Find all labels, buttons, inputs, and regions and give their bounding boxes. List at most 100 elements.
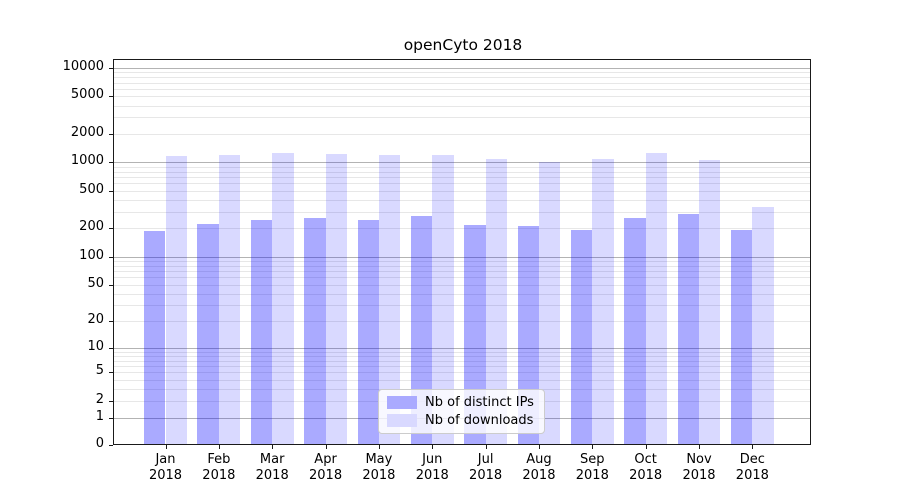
bar-distinct-ips [197,224,219,444]
x-axis-tick [432,445,434,449]
gridline-minor [113,284,811,286]
y-axis-label: 20 [87,312,104,328]
gridline-major [113,67,811,69]
y-axis-tick [109,256,113,258]
bar-downloads [272,152,294,444]
y-axis-label: 1000 [70,153,104,169]
gridline-major [113,162,811,164]
y-axis-tick [109,134,113,136]
bar-distinct-ips [624,217,646,444]
x-axis-tick [218,445,220,449]
bar-distinct-ips [144,231,166,444]
bar-downloads [165,156,187,444]
gridline-minor [113,351,811,353]
bar-distinct-ips [410,216,433,444]
gridline-minor [113,200,811,201]
y-axis-tick [109,228,113,230]
x-axis-tick [485,445,487,449]
bar-downloads [592,158,614,444]
y-axis-tick [109,400,113,402]
x-axis-label: Feb 2018 [202,452,236,483]
gridline-minor [113,293,811,295]
gridline-minor [113,277,811,279]
bar-downloads [752,206,774,444]
y-axis-label: 5000 [70,87,104,103]
gridline-minor [113,134,811,136]
x-axis-label: Apr 2018 [309,452,343,483]
gridline-minor [113,88,811,90]
gridline-minor [113,183,811,185]
x-axis-label: May 2018 [362,452,396,483]
bar-downloads [485,159,507,444]
x-axis-label: Jun 2018 [415,452,449,483]
gridline-minor [113,211,811,213]
x-axis-label: Jul 2018 [469,452,503,483]
y-axis-tick [109,417,113,419]
y-axis-label: 500 [79,181,104,197]
bar-downloads [218,155,241,444]
x-axis-tick [699,445,700,449]
gridline-minor [113,265,811,267]
bar-distinct-ips [730,229,753,444]
gridline-minor [113,105,811,107]
gridline-minor [113,177,811,179]
legend-label-distinct-ips: Nb of distinct IPs [425,395,534,410]
gridline-minor [113,72,811,74]
y-axis-tick [109,321,113,323]
x-axis-label: Mar 2018 [255,452,289,483]
bar-distinct-ips [570,229,593,444]
legend-swatch-distinct-ips [387,396,417,409]
x-axis-label: Oct 2018 [629,452,663,483]
x-axis-tick [272,445,274,449]
gridline-minor [113,190,811,192]
y-axis-tick [109,372,113,374]
gridline-minor [113,305,811,307]
x-axis-label: Dec 2018 [735,452,769,483]
gridline-minor [113,117,811,119]
x-axis-tick [645,445,647,449]
y-axis-tick [109,96,113,98]
gridline-minor [113,171,811,173]
x-axis-tick [325,445,327,449]
gridline-minor [113,82,811,84]
x-axis-label: Aug 2018 [522,452,556,483]
bar-distinct-ips [357,220,379,444]
bar-downloads [538,161,561,444]
bar-downloads [699,160,721,444]
y-axis-label: 1 [95,408,104,424]
x-axis-label: Nov 2018 [682,452,716,483]
y-axis-label: 2 [95,391,104,407]
gridline-minor [113,96,811,98]
bar-downloads [325,153,347,444]
y-axis-label: 50 [87,275,104,291]
y-axis-tick [109,445,113,446]
y-axis-label: 100 [79,247,104,263]
chart-title: openCyto 2018 [403,36,523,54]
bar-distinct-ips [250,220,273,444]
gridline-minor [113,366,811,368]
x-axis-label: Jan 2018 [148,452,183,483]
gridline-minor [113,260,811,262]
gridline-minor [113,271,811,273]
y-axis-tick [109,162,113,164]
x-axis-tick [538,445,540,449]
legend-item-distinct-ips: Nb of distinct IPs [387,395,534,410]
y-axis-label: 0 [95,436,104,451]
y-axis-tick [109,190,113,192]
gridline-minor [113,360,811,362]
bar-downloads [645,152,668,444]
legend-box: Nb of distinct IPs Nb of downloads [378,389,545,434]
legend-label-downloads: Nb of downloads [425,413,534,428]
bar-distinct-ips [304,217,326,444]
y-axis-label: 10 [87,338,104,354]
gridline-minor [113,379,811,381]
x-axis-label: Sep 2018 [575,452,609,483]
gridline-minor [113,166,811,168]
y-axis-tick [109,67,113,69]
gridline-minor [113,77,811,79]
y-axis-label: 2000 [70,125,104,141]
y-axis-tick [109,347,113,349]
y-axis-tick [109,284,113,286]
y-axis-label: 5 [95,363,104,379]
